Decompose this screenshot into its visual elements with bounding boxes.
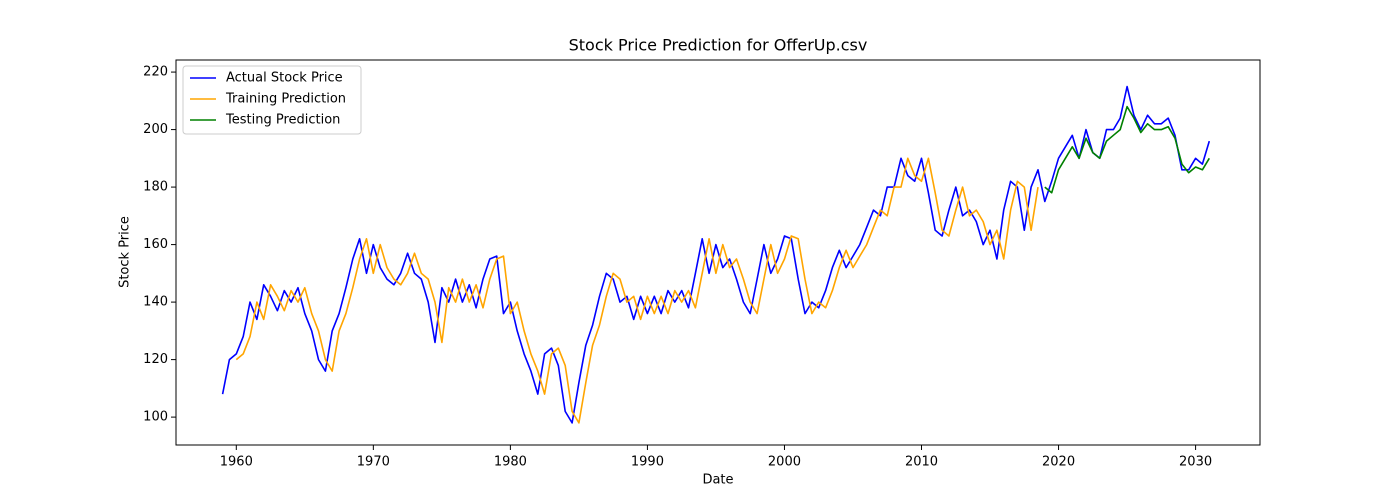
y-axis-label: Stock Price [118,216,133,288]
y-tick-label: 140 [143,295,168,310]
legend-label: Actual Stock Price [226,71,343,86]
plot-frame [175,59,1261,446]
x-tick-label: 1970 [357,455,390,470]
x-tick-label: 2000 [768,455,801,470]
x-axis-label: Date [702,473,733,488]
y-tick-label: 160 [143,237,168,252]
y-tick-label: 200 [143,122,168,137]
x-tick-label: 1980 [494,455,527,470]
legend-label: Testing Prediction [225,113,340,128]
series-line [235,157,1039,424]
legend-label: Training Prediction [225,92,346,107]
x-tick-label: 2010 [905,455,938,470]
y-tick-label: 220 [143,65,168,80]
chart-title: Stock Price Prediction for OfferUp.csv [569,36,868,55]
x-tick-label: 2020 [1042,455,1075,470]
x-tick-label: 1990 [631,455,664,470]
y-tick-label: 100 [143,410,168,425]
y-tick-label: 180 [143,180,168,195]
series-line [221,85,1211,424]
x-tick-label: 1960 [220,455,253,470]
series-line [1044,105,1210,194]
legend-box [182,65,362,135]
y-tick-label: 120 [143,352,168,367]
x-tick-label: 2030 [1179,455,1212,470]
